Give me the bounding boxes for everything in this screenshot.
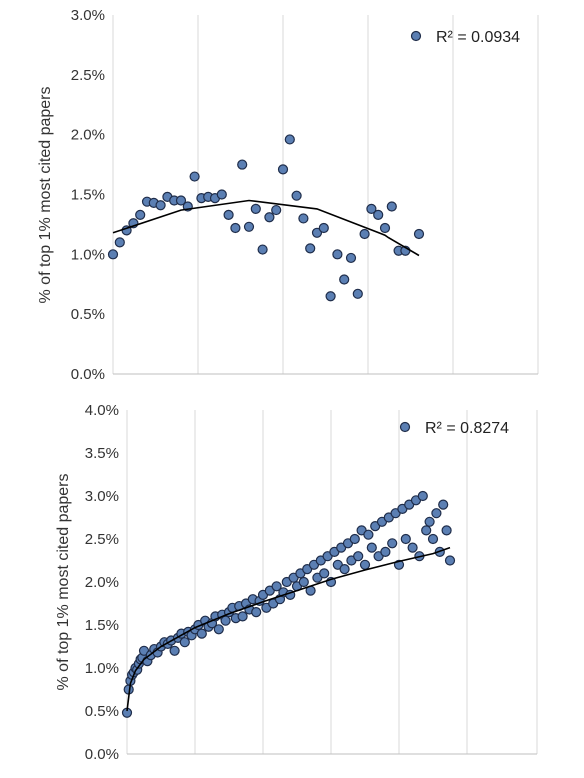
y-tick-label: 3.5% <box>85 445 119 462</box>
data-point <box>107 249 119 260</box>
data-point <box>271 581 282 592</box>
data-point <box>179 637 190 648</box>
data-point <box>366 542 377 553</box>
data-point <box>325 291 336 302</box>
data-point <box>444 555 456 566</box>
y-tick-label: 1.0% <box>85 660 119 677</box>
data-point <box>421 525 432 536</box>
y-tick-label: 0.5% <box>71 306 105 323</box>
y-tick-label: 2.5% <box>71 67 105 84</box>
data-point <box>345 252 357 264</box>
data-point <box>407 542 418 553</box>
data-point <box>424 516 435 527</box>
y-tick-label: 3.0% <box>85 488 119 505</box>
data-point <box>318 222 329 234</box>
data-point <box>271 204 282 216</box>
y-tick-label: 4.0% <box>85 402 119 419</box>
data-point <box>349 533 360 545</box>
data-point <box>339 563 350 575</box>
trendline <box>126 546 451 712</box>
y-axis-label: % of top 1% most cited papers <box>37 87 54 304</box>
y-tick-label: 2.5% <box>85 531 119 548</box>
legend-marker <box>410 30 422 42</box>
chart-2: 0.0% 0.5% 1.0% 1.5% 2.0% 2.5% 3.0% 3.5% 4.0% % of… <box>55 402 538 763</box>
data-point <box>223 209 234 220</box>
data-point <box>114 237 125 248</box>
data-point <box>311 227 323 238</box>
data-point <box>264 212 275 223</box>
data-point <box>298 576 309 588</box>
data-point <box>352 288 363 299</box>
data-point <box>373 209 384 220</box>
data-point <box>305 243 316 254</box>
data-point <box>277 164 289 175</box>
y-tick-label: 1.5% <box>85 617 119 634</box>
data-point <box>319 568 330 579</box>
y-axis-label: % of top 1% most cited papers <box>55 474 72 691</box>
data-point <box>363 529 374 540</box>
y-tick-label: 0.0% <box>71 366 105 383</box>
chart-1: 0.0% 0.5% 1.0% 1.5% 2.0% 2.5% 3.0% % of top 1% … <box>37 7 539 383</box>
data-point <box>155 200 166 211</box>
data-point <box>175 195 187 206</box>
data-point <box>196 628 207 639</box>
data-point <box>250 203 261 214</box>
data-point <box>237 611 248 622</box>
data-point <box>291 190 302 201</box>
data-point <box>230 222 241 234</box>
y-tick-label: 0.5% <box>85 703 119 720</box>
data-point <box>431 508 442 519</box>
data-point <box>220 615 231 626</box>
data-point <box>243 221 255 232</box>
data-point <box>332 249 343 260</box>
data-point <box>379 222 391 234</box>
data-point <box>353 551 364 562</box>
legend-label: R² = 0.0934 <box>436 29 520 46</box>
data-point <box>339 274 350 285</box>
data-point <box>359 559 371 570</box>
data-point <box>400 533 411 545</box>
data-point <box>417 490 428 502</box>
data-point <box>237 159 248 170</box>
data-point <box>359 228 370 240</box>
data-point <box>366 203 377 214</box>
data-point <box>380 546 391 558</box>
y-tick-label: 2.0% <box>85 574 119 591</box>
data-point <box>284 134 295 145</box>
data-point <box>257 244 268 255</box>
data-point <box>189 171 200 182</box>
legend-label: R² = 0.8274 <box>425 420 509 437</box>
data-point <box>427 533 439 545</box>
data-point <box>441 525 452 536</box>
y-tick-label: 2.0% <box>71 127 105 144</box>
data-point <box>386 201 397 212</box>
trendline <box>112 199 420 257</box>
y-tick-label: 1.5% <box>71 187 105 204</box>
data-point <box>387 538 398 549</box>
y-tick-label: 1.0% <box>71 246 105 263</box>
data-point <box>213 624 224 635</box>
y-tick-label: 3.0% <box>71 7 105 24</box>
data-point <box>438 499 449 510</box>
legend-marker <box>399 421 411 433</box>
data-point <box>298 213 309 224</box>
y-tick-label: 0.0% <box>85 746 119 763</box>
data-point <box>413 228 425 240</box>
data-point <box>216 189 227 200</box>
data-point <box>169 645 180 656</box>
data-point <box>135 209 146 220</box>
data-point <box>251 606 262 618</box>
